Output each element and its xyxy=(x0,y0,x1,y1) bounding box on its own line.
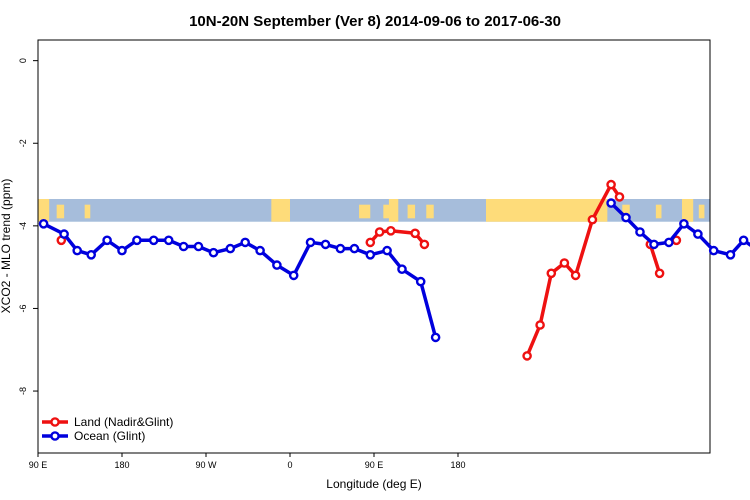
data-point xyxy=(385,225,396,236)
data-point xyxy=(374,227,385,237)
data-point xyxy=(614,192,625,202)
data-point xyxy=(102,235,112,246)
data-point xyxy=(415,276,426,287)
y-axis: 0 -2 -4 -6 -8 xyxy=(18,58,38,395)
data-point xyxy=(693,229,703,239)
y-tick-label: 0 xyxy=(18,58,28,63)
map-land xyxy=(359,204,371,219)
data-point xyxy=(335,243,346,254)
data-point xyxy=(255,245,265,256)
data-point xyxy=(365,237,376,248)
data-point xyxy=(587,214,598,225)
data-point xyxy=(570,270,581,281)
x-tick-label: 90 E xyxy=(365,460,384,470)
x-axis-label: Longitude (deg E) xyxy=(326,477,421,491)
map-land xyxy=(38,199,50,222)
data-point xyxy=(654,268,665,279)
map-land xyxy=(388,199,399,222)
data-point xyxy=(559,258,570,268)
map-land xyxy=(486,199,608,222)
data-point xyxy=(288,270,299,281)
map-land xyxy=(655,204,662,219)
data-point xyxy=(38,218,49,229)
legend-marker xyxy=(50,431,60,441)
legend-label: Land (Nadir&Glint) xyxy=(74,415,173,429)
data-point xyxy=(382,245,392,256)
y-tick-label: -4 xyxy=(18,222,28,230)
data-point xyxy=(430,332,441,343)
data-point xyxy=(397,264,407,275)
data-point xyxy=(305,237,316,248)
data-point xyxy=(535,320,545,330)
series-layer xyxy=(38,179,750,361)
data-point xyxy=(349,243,360,254)
map-land xyxy=(682,199,694,222)
x-axis: 90 E 180 90 W 0 90 E 180 xyxy=(29,453,466,470)
data-point xyxy=(419,239,430,250)
y-axis-label: XCO2 - MLO trend (ppm) xyxy=(0,179,13,314)
data-point xyxy=(59,229,69,239)
data-point xyxy=(606,198,616,208)
data-point xyxy=(178,241,189,252)
data-point xyxy=(132,235,142,246)
data-point xyxy=(410,228,420,239)
data-point xyxy=(664,237,674,248)
legend-label: Ocean (Glint) xyxy=(74,429,145,443)
x-tick-label: 180 xyxy=(114,460,129,470)
y-tick-label: -2 xyxy=(18,139,28,147)
data-point xyxy=(272,260,282,270)
data-point xyxy=(193,241,204,252)
data-point xyxy=(546,268,557,279)
map-land xyxy=(407,204,416,219)
series-land xyxy=(56,179,682,361)
x-tick-label: 180 xyxy=(450,460,465,470)
data-point xyxy=(708,245,719,256)
data-point xyxy=(72,245,82,256)
map-land xyxy=(426,204,434,219)
legend-marker xyxy=(50,417,60,427)
data-point xyxy=(320,239,331,250)
data-point xyxy=(86,249,96,260)
series-ocean xyxy=(38,198,750,343)
data-point xyxy=(649,239,659,250)
data-point xyxy=(606,179,616,190)
x-tick-label: 0 xyxy=(287,460,292,470)
map-land xyxy=(622,204,630,219)
data-point xyxy=(208,247,219,258)
data-point xyxy=(635,227,645,237)
map-land xyxy=(271,199,290,222)
data-point xyxy=(522,351,532,361)
plot-frame xyxy=(37,39,711,454)
data-point xyxy=(225,243,236,254)
data-point xyxy=(148,235,159,246)
data-point xyxy=(738,235,749,246)
series-line xyxy=(525,182,621,357)
data-point xyxy=(725,249,736,260)
map-land xyxy=(84,204,91,219)
map-land xyxy=(698,204,705,219)
data-point xyxy=(163,235,174,246)
chart-title: 10N-20N September (Ver 8) 2014-09-06 to … xyxy=(189,13,561,30)
map-strip xyxy=(38,199,710,222)
series-line xyxy=(648,243,662,274)
legend: Land (Nadir&Glint)Ocean (Glint) xyxy=(42,415,173,443)
data-point xyxy=(365,249,376,260)
x-tick-label: 90 W xyxy=(195,460,217,470)
data-point xyxy=(679,218,689,229)
y-tick-label: -8 xyxy=(18,387,28,395)
data-point xyxy=(240,237,250,248)
x-tick-label: 90 E xyxy=(29,460,48,470)
data-point xyxy=(117,245,127,256)
data-point xyxy=(621,212,631,223)
y-tick-label: -6 xyxy=(18,304,28,312)
map-land xyxy=(56,204,65,219)
